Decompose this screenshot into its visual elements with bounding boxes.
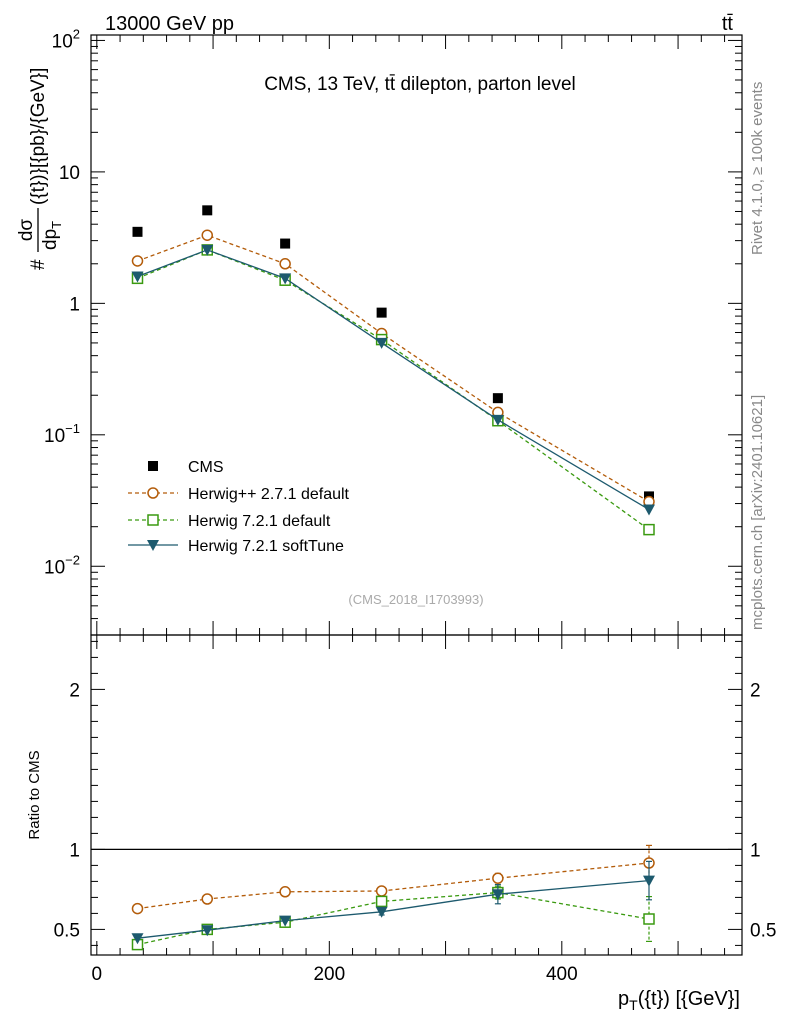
- main-series: [131, 205, 655, 536]
- data-point-cms: [492, 393, 503, 404]
- ratio-line: [137, 891, 650, 946]
- mc-point-herwig721: [643, 523, 655, 536]
- ratio-series-0: [131, 844, 655, 915]
- y-tick-base: 1: [69, 294, 80, 315]
- ratio-point-softtune: [643, 875, 655, 887]
- ylabel-hash: #: [28, 259, 49, 270]
- analysis-id: (CMS_2018_I1703993): [348, 592, 483, 607]
- ylabel-den-sub: T: [49, 221, 64, 229]
- ratio-line: [137, 879, 650, 939]
- ratio-point-softtune: [201, 925, 214, 937]
- mc-point-softtune: [375, 337, 388, 349]
- legend-marker-herwigpp: [147, 487, 159, 499]
- ylabel-units: ({t})}[{pb}/{GeV}]: [28, 68, 49, 205]
- ratio-y-tick-label-left: 1: [69, 840, 80, 861]
- ratio-line: [137, 862, 650, 910]
- y-tick-label: 1: [69, 294, 80, 315]
- y-tick-exponent: 2: [73, 26, 80, 41]
- y-tick-exponent: −1: [65, 421, 80, 436]
- legend-entry-softtune: Herwig 7.2.1 softTune: [128, 538, 344, 555]
- ratio-point-herwigpp: [131, 902, 144, 915]
- legend-marker-herwig721: [147, 514, 159, 526]
- y-tick-label: 102: [52, 26, 80, 52]
- ratio-point-herwigpp: [201, 893, 213, 905]
- y-tick-label: 10−1: [44, 421, 80, 447]
- xlabel-p: p: [618, 988, 629, 1010]
- ratio-y-tick-label-left: 2: [69, 680, 80, 701]
- mc-point-softtune: [279, 273, 292, 285]
- ratio-series-2: [131, 860, 655, 945]
- legend-marker-softtune: [147, 540, 159, 551]
- ratio-y-tick-label-left: 0.5: [54, 920, 80, 941]
- ratio-point-softtune: [491, 889, 504, 901]
- y-tick-base: 10: [59, 163, 80, 184]
- legend-label-cms: CMS: [188, 459, 224, 476]
- ratio-y-tick-label-right: 1: [750, 840, 761, 861]
- y-tick-exponent: −2: [65, 552, 80, 567]
- data-point-cms: [376, 307, 387, 318]
- ratio-point-herwig721: [643, 913, 655, 925]
- ylabel-numerator: dσ: [16, 219, 37, 242]
- x-tick-label: 200: [313, 964, 345, 985]
- data-point-cms: [132, 226, 143, 237]
- ratio-point-softtune: [131, 933, 144, 945]
- ratio-y-tick-label-right: 0.5: [750, 920, 776, 941]
- x-axis-label: pT({t}) [{GeV}]: [618, 988, 740, 1013]
- ratio-point-softtune: [279, 915, 292, 927]
- mc-point-herwigpp: [279, 258, 291, 270]
- mc-point-herwigpp: [131, 255, 144, 267]
- ylabel-denominator: dpT: [40, 221, 64, 250]
- ratio-panel: 0.5 0.5 1 1 2 2 0 200 400 Ratio to CMS pT({t}) […: [26, 634, 777, 1013]
- legend-label-softtune: Herwig 7.2.1 softTune: [188, 538, 344, 555]
- legend: CMS Herwig++ 2.7.1 default Herwig 7.2.1 …: [128, 459, 350, 555]
- chart-title: CMS, 13 TeV, tt̄ dilepton, parton level: [264, 74, 576, 95]
- legend-entry-cms: CMS: [148, 459, 224, 476]
- y-tick-label: 10−2: [44, 552, 80, 578]
- data-point-cms: [202, 205, 213, 216]
- series-line: [137, 249, 650, 511]
- y-tick-base: 10: [44, 426, 65, 447]
- series-line: [137, 249, 650, 531]
- legend-entry-herwigpp: Herwig++ 2.7.1 default: [128, 486, 350, 503]
- x-tick-label: 0: [92, 964, 103, 985]
- ratio-frame: [90, 634, 743, 956]
- y-tick-label: 10: [59, 163, 80, 184]
- mc-point-herwigpp: [201, 229, 213, 241]
- mc-point-softtune: [643, 504, 655, 516]
- energy-label: 13000 GeV pp: [105, 13, 234, 35]
- xlabel-sub: T: [629, 997, 638, 1013]
- series-3: [131, 244, 655, 516]
- y-tick-base: 10: [44, 557, 65, 578]
- legend-label-herwig721: Herwig 7.2.1 default: [188, 513, 331, 530]
- ylabel-den-p: dp: [40, 229, 61, 250]
- ratio-point-herwigpp: [492, 872, 504, 884]
- mc-point-softtune: [491, 414, 504, 426]
- ratio-y-tick-label-right: 2: [750, 680, 761, 701]
- ratio-ticks: [91, 635, 742, 955]
- ratio-point-herwigpp: [375, 885, 388, 897]
- x-tick-label: 400: [546, 964, 578, 985]
- legend-entry-herwig721: Herwig 7.2.1 default: [128, 513, 331, 530]
- mcplots-label: mcplots.cern.ch [arXiv:2401.10621]: [749, 395, 766, 630]
- rivet-label: Rivet 4.1.0, ≥ 100k events: [749, 82, 766, 255]
- ratio-tick-labels: 0.5 0.5 1 1 2 2 0 200 400: [54, 680, 777, 985]
- process-label: tt̄: [722, 13, 734, 35]
- main-ylabel: # dσ dpT ({t})}[{pb}/{GeV}]: [16, 68, 64, 270]
- mc-point-softtune: [201, 244, 214, 256]
- xlabel-rest: ({t}) [{GeV}]: [638, 988, 740, 1010]
- y-tick-base: 10: [52, 31, 73, 52]
- legend-marker-cms: [148, 461, 158, 471]
- ratio-series: [131, 844, 655, 951]
- ratio-point-herwig721: [375, 895, 388, 908]
- data-point-cms: [280, 238, 291, 249]
- ratio-ylabel: Ratio to CMS: [26, 750, 43, 839]
- legend-label-herwigpp: Herwig++ 2.7.1 default: [188, 486, 350, 503]
- main-ticks: [91, 35, 742, 636]
- ratio-point-herwigpp: [279, 886, 291, 898]
- mc-point-softtune: [131, 271, 144, 283]
- ratio-point-softtune: [375, 906, 388, 918]
